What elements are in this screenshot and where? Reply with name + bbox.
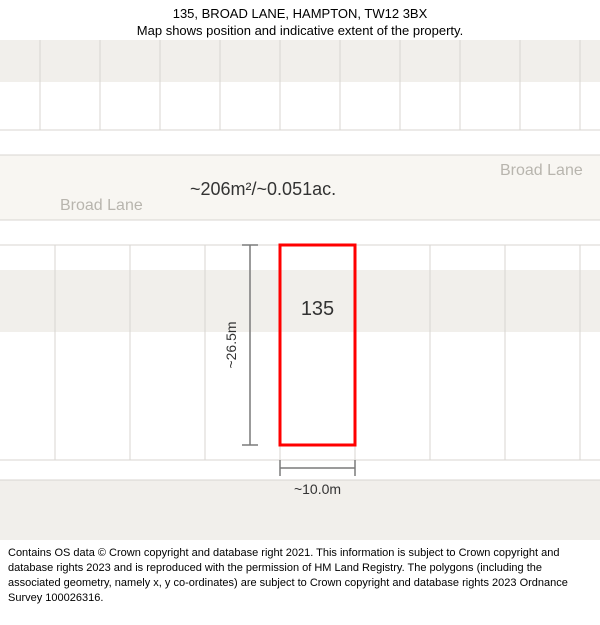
- svg-text:~206m²/~0.051ac.: ~206m²/~0.051ac.: [190, 179, 336, 199]
- copyright-footer: Contains OS data © Crown copyright and d…: [0, 540, 600, 611]
- header: 135, BROAD LANE, HAMPTON, TW12 3BX Map s…: [0, 0, 600, 40]
- page-subtitle: Map shows position and indicative extent…: [10, 23, 590, 38]
- svg-text:Broad Lane: Broad Lane: [60, 197, 143, 214]
- svg-text:Broad Lane: Broad Lane: [500, 162, 583, 179]
- page-title: 135, BROAD LANE, HAMPTON, TW12 3BX: [10, 6, 590, 21]
- svg-text:~10.0m: ~10.0m: [294, 481, 341, 497]
- map-canvas: Broad Lane Broad Lane ~206m²/~0.051ac. 135 ~…: [0, 40, 600, 540]
- svg-text:~26.5m: ~26.5m: [223, 321, 239, 368]
- map-svg: Broad Lane Broad Lane ~206m²/~0.051ac. 135 ~…: [0, 40, 600, 540]
- svg-text:135: 135: [301, 298, 334, 320]
